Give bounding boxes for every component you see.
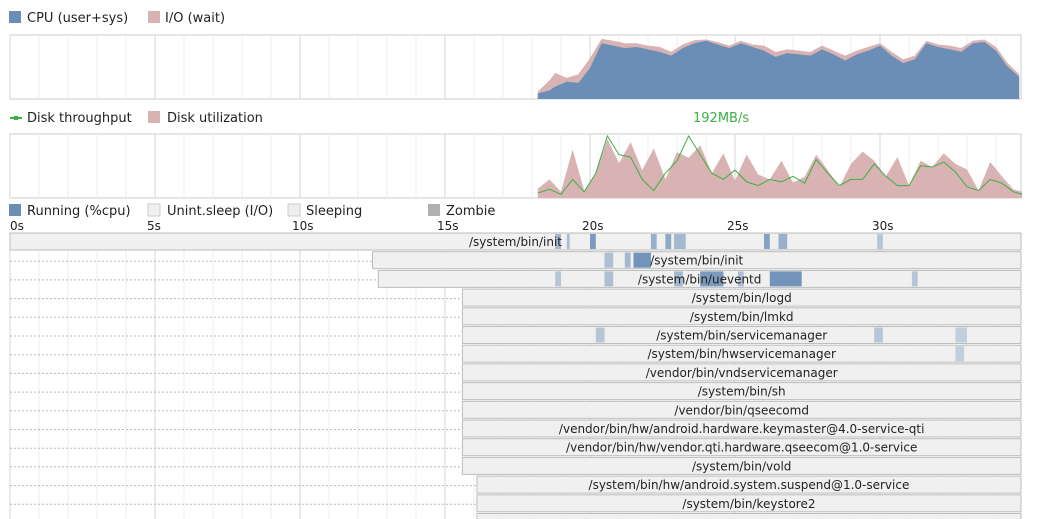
process-bar: [461, 344, 1022, 363]
time-tick-label: 30s: [872, 219, 894, 233]
process-running-segment: [700, 271, 724, 287]
process-timeline: 0s 5s 10s 15s 20s 25s 30s/system/bin/init/syst…: [9, 219, 1022, 519]
process-running-segment: [650, 234, 657, 249]
process-row: /system/bin/keystore2: [10, 494, 1022, 513]
process-row: /system/bin/init: [10, 251, 1022, 270]
process-running-segment: [955, 327, 967, 343]
process-name: /system/bin/sh: [698, 385, 786, 399]
cpu-chart: [9, 34, 1022, 100]
process-name: /system/bin/init: [650, 254, 743, 268]
process-bar: [461, 400, 1022, 419]
process-row: /vendor/bin/qseecomd: [10, 400, 1022, 419]
process-bar: [461, 363, 1022, 382]
process-row: /system/bin/logd: [10, 288, 1022, 307]
process-row: /system/bin/ueventd: [10, 269, 1022, 288]
process-bar: [377, 269, 1022, 288]
process-running-segment: [955, 346, 965, 362]
process-row: /vendor/bin/hw/vendor.qti.hardware.qseec…: [10, 438, 1022, 457]
legend-swatch-running: [9, 204, 21, 216]
process-bar: [476, 513, 1022, 519]
process-bar: [461, 382, 1022, 401]
process-bar: [461, 288, 1022, 307]
legend-label-zombie: Zombie: [446, 204, 495, 219]
time-tick-label: 5s: [147, 219, 161, 233]
legend-label-io: I/O (wait): [165, 11, 225, 26]
process-running-segment: [778, 234, 788, 249]
disk-chart: [9, 133, 1023, 199]
process-name: /vendor/bin/vndservicemanager: [646, 366, 838, 380]
process-running-segment: [566, 234, 570, 249]
process-bar: [461, 438, 1022, 457]
process-running-segment: [877, 234, 883, 249]
process-name: /system/bin/lmkd: [690, 310, 794, 324]
legend-label-disk-utilization: Disk utilization: [167, 111, 263, 126]
process-running-segment: [595, 327, 605, 343]
legend-label-sleeping: Sleeping: [306, 204, 362, 219]
process-name: /system/bin/logd: [692, 291, 792, 305]
process-bar: [461, 456, 1022, 475]
legend-swatch-cpu: [9, 11, 21, 23]
legend-label-running: Running (%cpu): [27, 204, 131, 219]
legend-label-disk-throughput: Disk throughput: [27, 111, 132, 126]
legend-swatch-io: [148, 11, 160, 23]
process-name: /vendor/bin/hw/vendor.qti.hardware.qseec…: [566, 441, 917, 455]
process-row: /system/bin/servicemanager: [10, 326, 1022, 344]
time-tick-label: 10s: [292, 219, 314, 233]
process-name: /system/bin/hwservicemanager: [647, 347, 835, 361]
process-running-segment: [624, 252, 631, 268]
process-running-segment: [604, 271, 614, 287]
process-running-segment: [769, 271, 802, 287]
time-tick-label: 0s: [10, 219, 24, 233]
process-row: /vendor/bin/vndservicemanager: [10, 363, 1022, 382]
process-row: /system/bin/vold: [10, 456, 1022, 475]
process-row: /system/bin/sh: [10, 382, 1022, 401]
process-running-segment: [674, 234, 686, 249]
process-name: /system/bin/hw/android.system.suspend@1.…: [589, 478, 910, 492]
process-bar: [461, 419, 1022, 438]
process-running-segment: [874, 327, 883, 343]
process-running-segment: [633, 252, 651, 268]
legend-swatch-sleeping: [287, 203, 301, 217]
process-name: /system/bin/servicemanager: [656, 329, 827, 343]
process-name: /system/bin/vold: [692, 459, 791, 473]
legend-label-unint-sleep: Unint.sleep (I/O): [167, 204, 273, 219]
legend-label-cpu: CPU (user+sys): [27, 11, 128, 26]
process-row: /system/bin/hw/android.system.suspend@1.…: [10, 475, 1022, 494]
process-bar: [461, 326, 1022, 344]
time-tick-label: 20s: [582, 219, 604, 233]
disk-peak-annotation: 192MB/s: [693, 111, 749, 126]
process-running-segment: [737, 271, 744, 287]
time-tick-label: 15s: [437, 219, 459, 233]
process-bar: [461, 307, 1022, 326]
process-bar: [476, 494, 1022, 513]
process-running-segment: [590, 234, 596, 249]
process-running-segment: [604, 252, 614, 268]
process-row: [476, 513, 1022, 519]
process-running-segment: [674, 271, 683, 287]
process-name: /system/bin/ueventd: [638, 272, 761, 286]
legend-swatch-unint-sleep: [147, 203, 161, 217]
process-row: /vendor/bin/hw/android.hardware.keymaste…: [10, 419, 1022, 438]
process-name: /system/bin/init: [469, 235, 562, 249]
process-name: /system/bin/keystore2: [682, 497, 815, 511]
process-bar: [372, 251, 1022, 270]
series-area-cpu: [537, 40, 1020, 99]
process-bar: [476, 475, 1022, 494]
process-name: /vendor/bin/qseecomd: [674, 403, 809, 417]
legend-swatch-disk-utilization: [148, 111, 160, 123]
process-running-segment: [911, 271, 918, 287]
process-row: /system/bin/hwservicemanager: [10, 344, 1022, 363]
process-running-segment: [555, 234, 561, 249]
legend-swatch-zombie: [428, 204, 440, 216]
process-row: /system/bin/lmkd: [10, 307, 1022, 326]
process-running-segment: [665, 234, 672, 249]
legend-swatch-disk-throughput: [10, 116, 22, 120]
series-line-disk-throughput: [537, 134, 1023, 195]
time-tick-label: 25s: [727, 219, 749, 233]
process-row: /system/bin/init: [9, 232, 1022, 251]
process-running-segment: [764, 234, 770, 249]
process-name: /vendor/bin/hw/android.hardware.keymaste…: [559, 422, 925, 436]
process-running-segment: [555, 271, 561, 287]
